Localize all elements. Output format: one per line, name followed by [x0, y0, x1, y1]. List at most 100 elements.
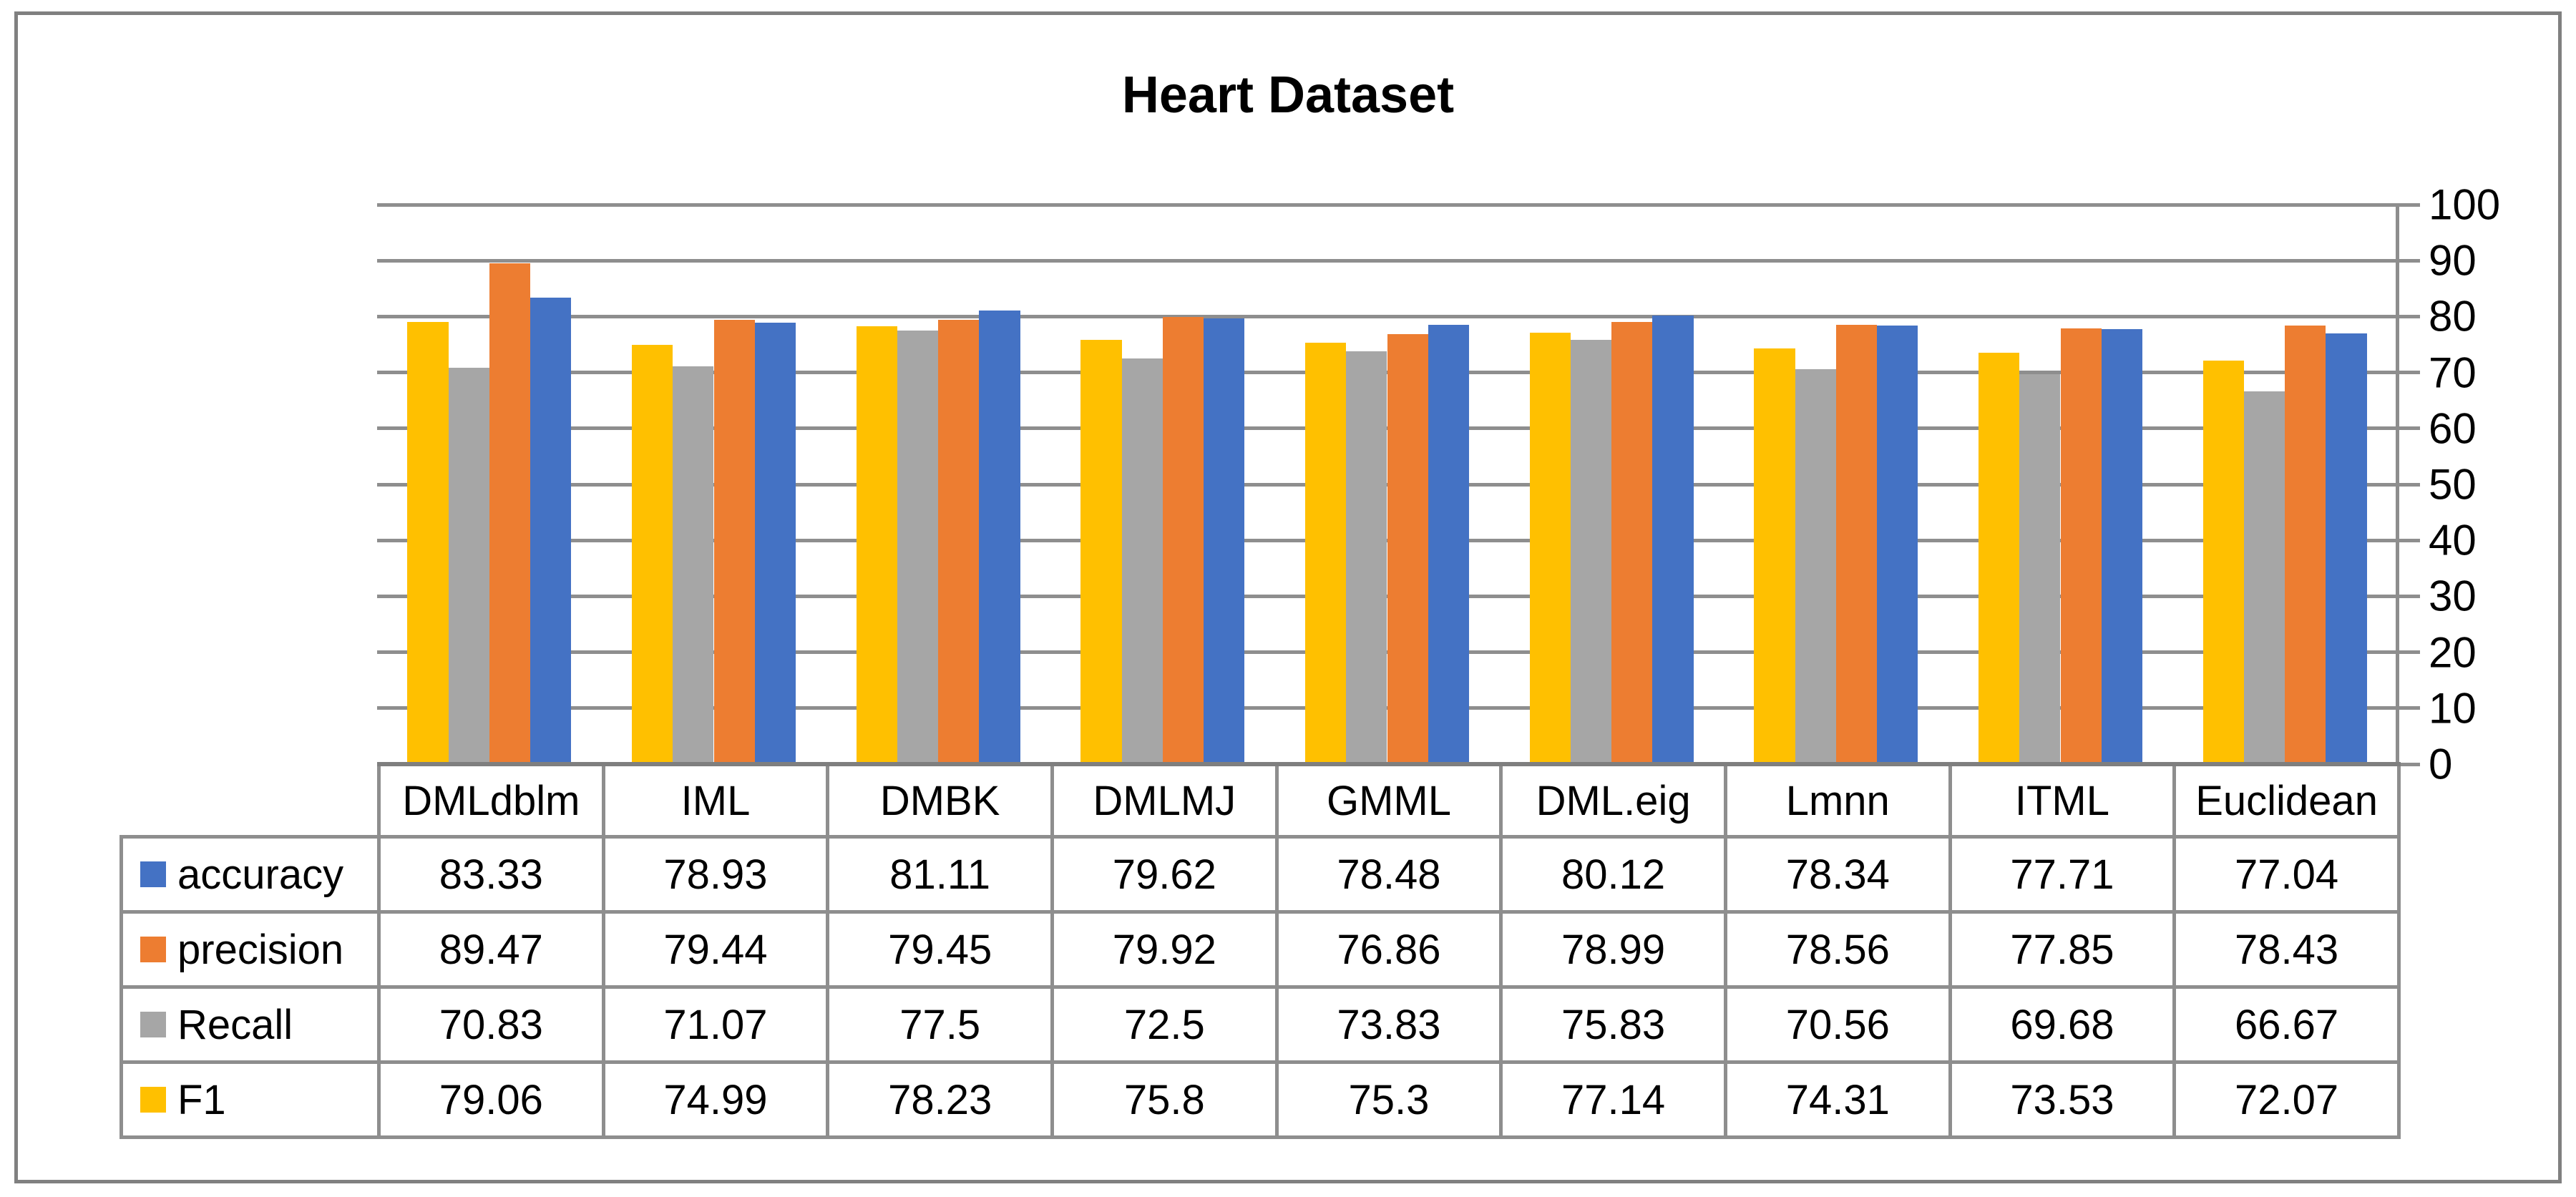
value-accuracy-DML.eig: 80.12 — [1499, 835, 1727, 914]
value-Recall-Euclidean: 66.67 — [2172, 985, 2401, 1064]
bar-IML-precision — [713, 319, 755, 764]
bar-IML-Recall — [673, 366, 714, 764]
table-header-row: DMLdblm IML DMBK DMLMJ GMML DML.eig Lmnn ITML Eu… — [122, 762, 2401, 839]
bar-Euclidean-accuracy — [2326, 333, 2367, 764]
y-tick-label-20: 20 — [2429, 628, 2477, 677]
bar-IML-F1 — [631, 344, 673, 764]
value-precision-DMLMJ: 79.92 — [1050, 910, 1279, 989]
y-tick-60 — [2397, 426, 2420, 431]
bar-Lmnn-Recall — [1795, 369, 1836, 764]
value-F1-DMBK: 78.23 — [826, 1060, 1054, 1139]
y-tick-0 — [2397, 762, 2420, 766]
y-tick-80 — [2397, 314, 2420, 318]
legend-label-Recall: Recall — [177, 1001, 293, 1048]
data-table: DMLdblm IML DMBK DMLMJ GMML DML.eig Lmnn ITML Eu… — [119, 762, 2401, 1139]
value-F1-DMLMJ: 75.8 — [1050, 1060, 1279, 1139]
y-tick-label-60: 60 — [2429, 404, 2477, 453]
bar-DMLMJ-F1 — [1080, 340, 1122, 764]
y-tick-40 — [2397, 538, 2420, 542]
legend-swatch-precision — [140, 937, 166, 963]
value-accuracy-Euclidean: 77.04 — [2172, 835, 2401, 914]
table-row-accuracy: accuracy 83.33 78.93 81.11 79.62 78.48 80.12 78… — [119, 835, 2401, 914]
y-tick-label-90: 90 — [2429, 236, 2477, 285]
legend-label-accuracy: accuracy — [177, 851, 344, 898]
column-header-Euclidean: Euclidean — [2172, 762, 2401, 839]
bar-Lmnn-accuracy — [1877, 326, 1918, 764]
value-F1-Lmnn: 74.31 — [1723, 1060, 1952, 1139]
y-tick-90 — [2397, 258, 2420, 263]
table-row-precision: precision 89.47 79.44 79.45 79.92 76.86 78.99 7… — [119, 910, 2401, 989]
row-label-F1: F1 — [119, 1060, 381, 1139]
bar-DMBK-precision — [938, 319, 980, 764]
column-header-IML: IML — [601, 762, 830, 839]
bar-DML.eig-F1 — [1529, 332, 1571, 764]
y-tick-20 — [2397, 650, 2420, 655]
y-tick-30 — [2397, 594, 2420, 598]
bar-GMML-F1 — [1304, 343, 1347, 764]
bar-Lmnn-F1 — [1754, 348, 1795, 764]
column-header-DMBK: DMBK — [826, 762, 1054, 839]
bar-DML.eig-precision — [1611, 322, 1653, 764]
bar-GMML-Recall — [1346, 351, 1387, 764]
row-label-precision: precision — [119, 910, 381, 989]
bar-DMLMJ-precision — [1162, 317, 1204, 764]
y-axis-line — [2396, 205, 2399, 764]
bar-DMLdblm-F1 — [407, 321, 449, 764]
bar-DMLdblm-precision — [489, 263, 531, 764]
bar-ITML-accuracy — [2101, 329, 2143, 764]
bar-DML.eig-Recall — [1570, 340, 1612, 764]
value-accuracy-IML: 78.93 — [601, 835, 830, 914]
y-tick-label-30: 30 — [2429, 572, 2477, 620]
y-tick-label-40: 40 — [2429, 516, 2477, 565]
bar-Euclidean-Recall — [2243, 391, 2285, 764]
value-precision-Lmnn: 78.56 — [1723, 910, 1952, 989]
bar-DMLdblm-Recall — [448, 368, 489, 764]
legend-swatch-Recall — [140, 1012, 166, 1038]
gridline-100 — [377, 202, 2397, 207]
column-header-GMML: GMML — [1274, 762, 1503, 839]
y-tick-label-10: 10 — [2429, 684, 2477, 733]
value-Recall-ITML: 69.68 — [1948, 985, 2177, 1064]
legend-label-F1: F1 — [177, 1076, 226, 1123]
y-tick-label-0: 0 — [2429, 740, 2453, 788]
value-accuracy-GMML: 78.48 — [1274, 835, 1503, 914]
gridline-80 — [377, 314, 2397, 318]
y-tick-50 — [2397, 482, 2420, 487]
bar-IML-accuracy — [754, 322, 796, 764]
value-Recall-DMBK: 77.5 — [826, 985, 1054, 1064]
bar-DMBK-accuracy — [979, 310, 1020, 764]
value-accuracy-ITML: 77.71 — [1948, 835, 2177, 914]
bar-Lmnn-precision — [1835, 324, 1878, 764]
value-precision-ITML: 77.85 — [1948, 910, 2177, 989]
row-label-accuracy: accuracy — [119, 835, 381, 914]
value-precision-IML: 79.44 — [601, 910, 830, 989]
value-accuracy-DMLdblm: 83.33 — [377, 835, 605, 914]
column-header-DMLMJ: DMLMJ — [1050, 762, 1279, 839]
bar-ITML-precision — [2060, 328, 2102, 764]
y-tick-70 — [2397, 371, 2420, 375]
value-accuracy-Lmnn: 78.34 — [1723, 835, 1952, 914]
bar-DMBK-Recall — [897, 330, 939, 764]
value-F1-Euclidean: 72.07 — [2172, 1060, 2401, 1139]
bar-Euclidean-F1 — [2202, 361, 2244, 764]
bar-DMLMJ-Recall — [1121, 358, 1163, 764]
bar-Euclidean-precision — [2285, 325, 2326, 764]
figure-border — [14, 11, 2562, 1183]
legend-swatch-accuracy — [140, 861, 166, 888]
value-precision-GMML: 76.86 — [1274, 910, 1503, 989]
legend-swatch-F1 — [140, 1087, 166, 1113]
value-Recall-DMLMJ: 72.5 — [1050, 985, 1279, 1064]
y-tick-label-70: 70 — [2429, 348, 2477, 397]
bar-DMLdblm-accuracy — [530, 298, 572, 764]
value-Recall-Lmnn: 70.56 — [1723, 985, 1952, 1064]
y-tick-label-80: 80 — [2429, 292, 2477, 341]
table-row-Recall: Recall 70.83 71.07 77.5 72.5 73.83 75.83 70.56 6… — [119, 985, 2401, 1064]
value-F1-IML: 74.99 — [601, 1060, 830, 1139]
value-F1-DMLdblm: 79.06 — [377, 1060, 605, 1139]
y-tick-label-50: 50 — [2429, 460, 2477, 509]
chart-title: Heart Dataset — [1121, 67, 1455, 124]
column-header-DML.eig: DML.eig — [1499, 762, 1727, 839]
bar-ITML-Recall — [2019, 374, 2061, 764]
